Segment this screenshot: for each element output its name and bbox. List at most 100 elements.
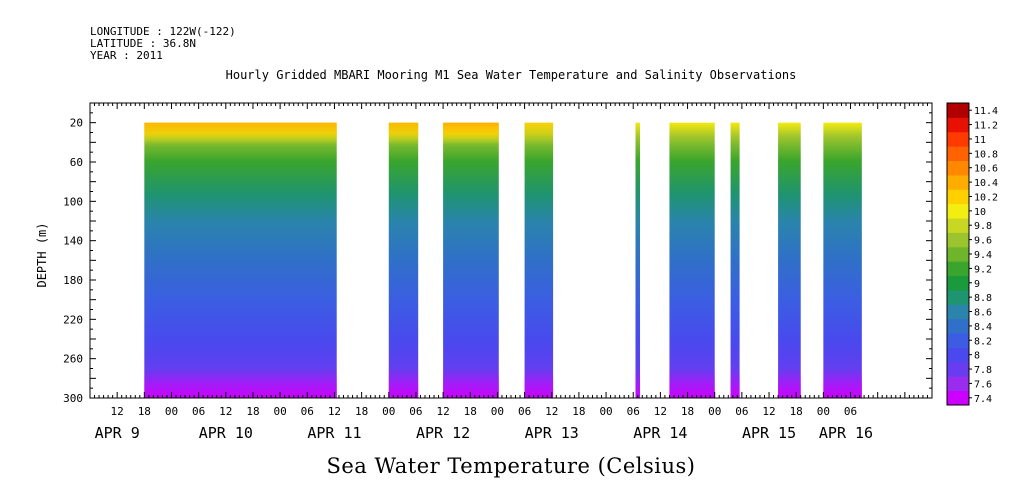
x-tick-label: 06 [627, 405, 640, 418]
y-tick-label: 140 [63, 235, 83, 248]
colorbar-label: 8.2 [974, 336, 992, 347]
colorbar-cell [947, 361, 969, 377]
x-day-label: APR 12 [416, 424, 470, 442]
x-tick-label: 18 [355, 405, 368, 418]
x-tick-label: 00 [491, 405, 504, 418]
x-tick-label: 12 [545, 405, 558, 418]
y-tick-label: 300 [63, 392, 83, 405]
y-tick-label: 260 [63, 353, 83, 366]
colorbar-cell [947, 318, 969, 334]
x-tick-label: 00 [817, 405, 830, 418]
data-segment [443, 122, 499, 399]
colorbar-cell [947, 117, 969, 133]
y-tick-label: 100 [63, 195, 83, 208]
colorbar-cell [947, 146, 969, 162]
colorbar: 7.4 7.6 7.8 8 8.2 8.4 8.6 8.8 9 9.2 9.4 9.6 9.8 10 10.… [946, 102, 998, 406]
x-tick-label: 12 [436, 405, 449, 418]
colorbar-cell [947, 347, 969, 363]
x-tick-label: 18 [246, 405, 259, 418]
axes: 12 18 00 06 12 18 00 06 12 18 00 06 12 18 00 06 12 18 00 06… [63, 102, 933, 442]
x-tick-label: 00 [708, 405, 721, 418]
colorbar-cell [947, 131, 969, 147]
x-day-label: APR 11 [307, 424, 361, 442]
x-day-label: APR 13 [525, 424, 579, 442]
x-tick-label: 06 [192, 405, 205, 418]
colorbar-cell [947, 160, 969, 176]
colorbar-label: 7.4 [974, 394, 992, 405]
x-tick-label: 18 [464, 405, 477, 418]
x-tick-label: 18 [138, 405, 151, 418]
colorbar-label: 11.4 [974, 106, 998, 117]
y-tick-label: 180 [63, 274, 83, 287]
colorbar-label: 8.8 [974, 293, 992, 304]
x-tick-label: 06 [409, 405, 422, 418]
colorbar-cell [947, 376, 969, 392]
colorbar-label: 10.8 [974, 149, 998, 160]
colorbar-label: 8.6 [974, 308, 992, 319]
x-tick-label: 18 [572, 405, 585, 418]
data-segment [669, 122, 715, 399]
colorbar-cell [947, 174, 969, 190]
y-axis-label: DEPTH (m) [35, 222, 49, 288]
colorbar-cell [947, 289, 969, 305]
colorbar-cell [947, 304, 969, 320]
colorbar-label: 9.6 [974, 236, 992, 247]
colorbar-cell [947, 103, 969, 118]
colorbar-label: 8 [974, 351, 980, 362]
colorbar-cell [947, 275, 969, 291]
x-day-label: APR 14 [633, 424, 687, 442]
data-segment [388, 122, 419, 399]
x-tick-label: 00 [382, 405, 395, 418]
colorbar-cell [947, 232, 969, 248]
longitude-label: LONGITUDE : 122W(-122) [90, 25, 236, 38]
colorbar-cell [947, 246, 969, 262]
data-segment [524, 122, 554, 399]
colorbar-label: 8.4 [974, 322, 992, 333]
x-tick-label: 12 [762, 405, 775, 418]
y-tick-label: 60 [70, 156, 83, 169]
x-day-label: APR 15 [742, 424, 796, 442]
x-tick-label: 06 [301, 405, 314, 418]
latitude-label: LATITUDE : 36.8N [90, 37, 196, 50]
colorbar-label: 7.8 [974, 365, 992, 376]
data-segment [730, 122, 740, 399]
x-tick-label: 06 [735, 405, 748, 418]
x-tick-label: 12 [219, 405, 232, 418]
x-tick-label: 00 [274, 405, 287, 418]
colorbar-label: 9.4 [974, 250, 992, 261]
year-label: YEAR : 2011 [90, 49, 163, 62]
colorbar-label: 10.6 [974, 164, 998, 175]
x-tick-label: 06 [518, 405, 531, 418]
x-day-label: APR 10 [199, 424, 253, 442]
colorbar-cell [947, 203, 969, 219]
x-day-label: APR 9 [95, 424, 140, 442]
colorbar-label: 10 [974, 207, 986, 218]
chart-title: Hourly Gridded MBARI Mooring M1 Sea Wate… [225, 68, 797, 82]
x-tick-label: 18 [790, 405, 803, 418]
data-segment [635, 122, 641, 399]
colorbar-cell [947, 390, 969, 406]
x-tick-label: 00 [599, 405, 612, 418]
colorbar-cell [947, 333, 969, 348]
colorbar-cell [947, 261, 969, 277]
colorbar-label: 9.8 [974, 221, 992, 232]
x-tick-label: 00 [165, 405, 178, 418]
data-segment [144, 122, 337, 399]
x-axis-label: Sea Water Temperature (Celsius) [326, 454, 696, 478]
x-tick-label: 06 [844, 405, 857, 418]
x-tick-label: 12 [328, 405, 341, 418]
colorbar-label: 10.2 [974, 192, 998, 203]
x-tick-label: 12 [111, 405, 124, 418]
y-tick-label: 220 [63, 313, 83, 326]
data-segment [823, 122, 862, 399]
colorbar-label: 9 [974, 279, 980, 290]
colorbar-label: 9.2 [974, 264, 992, 275]
plot-area [144, 122, 862, 399]
colorbar-cell [947, 218, 969, 233]
colorbar-label: 11.2 [974, 121, 998, 132]
x-tick-label: 12 [654, 405, 667, 418]
x-tick-label: 18 [681, 405, 694, 418]
colorbar-label: 10.4 [974, 178, 998, 189]
colorbar-label: 7.6 [974, 379, 992, 390]
